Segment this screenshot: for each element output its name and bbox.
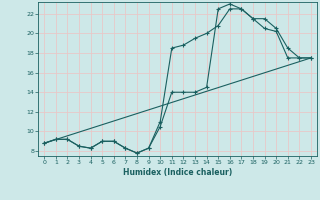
X-axis label: Humidex (Indice chaleur): Humidex (Indice chaleur) [123, 168, 232, 177]
